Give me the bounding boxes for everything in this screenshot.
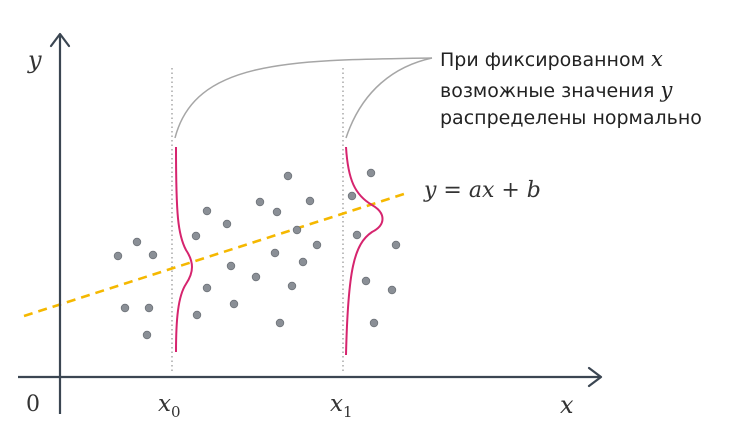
scatter-point (142, 330, 152, 340)
scatter-point (270, 248, 280, 258)
scatter-point (312, 240, 322, 250)
regression-line (23, 192, 405, 318)
scatter-point (366, 168, 376, 178)
x1-subscript: 1 (343, 403, 353, 421)
annotation-var-x: x (651, 47, 663, 71)
scatter-point (191, 231, 201, 241)
scatter-point (387, 285, 397, 295)
x0-subscript: 0 (171, 403, 181, 421)
scatter-point (120, 303, 130, 313)
y-axis-label: y (27, 46, 42, 74)
scatter-point (292, 225, 302, 235)
regression-equation: y = ax + b (423, 178, 541, 203)
scatter-point (305, 196, 315, 206)
y-axis-arrow-icon (49, 32, 71, 48)
scatter-point (202, 283, 212, 293)
density-curve-x0 (175, 146, 193, 353)
x1-label: x1 (330, 391, 353, 421)
scatter-points (113, 168, 401, 340)
scatter-point (148, 250, 158, 260)
annotation-var-y: y (659, 78, 673, 102)
annotation-connector-right (345, 57, 433, 139)
scatter-point (369, 318, 379, 328)
scatter-point (255, 197, 265, 207)
annotation-line-3: распределены нормально (440, 107, 702, 129)
scatter-point (283, 171, 293, 181)
scatter-point (226, 261, 236, 271)
scatter-point (144, 303, 154, 313)
scatter-point (352, 230, 362, 240)
scatter-point (132, 237, 142, 247)
scatter-point (202, 206, 212, 216)
x0-label: x0 (158, 391, 181, 421)
scatter-point (272, 207, 282, 217)
scatter-point (298, 257, 308, 267)
annotation-line-1: При фиксированном x (440, 47, 663, 71)
scatter-point (222, 219, 232, 229)
scatter-point (287, 281, 297, 291)
scatter-point (113, 251, 123, 261)
scatter-point (347, 191, 357, 201)
x-axis-arrow-icon (587, 366, 603, 388)
x-axis-label: x (560, 391, 574, 419)
scatter-point (275, 318, 285, 328)
annotation-line-2: возможные значения y (440, 78, 673, 102)
scatter-point (391, 240, 401, 250)
scatter-point (361, 276, 371, 286)
scatter-point (251, 272, 261, 282)
annotation-connector-left (174, 57, 433, 139)
scatter-point (192, 310, 202, 320)
scatter-point (229, 299, 239, 309)
origin-label: 0 (26, 392, 40, 417)
density-curve-x1 (345, 146, 384, 356)
